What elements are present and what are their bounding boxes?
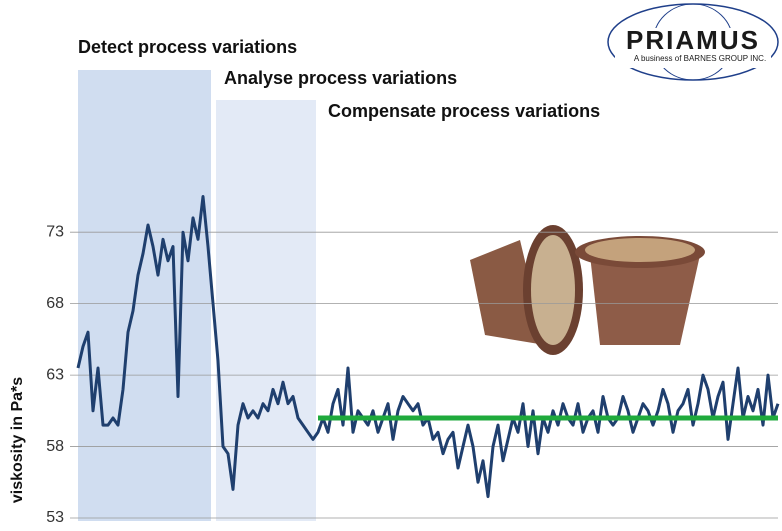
y-tick-label: 58 — [46, 438, 64, 455]
y-axis-label: viskosity in Pa*s — [9, 377, 26, 503]
phase-label: Compensate process variations — [328, 101, 600, 121]
logo-name: PRIAMUS — [626, 25, 760, 55]
logo-plate — [615, 28, 771, 68]
phase-label: Detect process variations — [78, 37, 297, 57]
y-tick-label: 63 — [46, 366, 64, 383]
logo-tagline: A business of BARNES GROUP INC. — [634, 54, 766, 63]
logo: PRIAMUS A business of BARNES GROUP INC. — [607, 3, 779, 81]
detect-band — [78, 70, 211, 521]
y-tick-label: 73 — [46, 223, 64, 240]
y-tick-label: 68 — [46, 295, 64, 312]
y-tick-label: 53 — [46, 509, 64, 526]
analyse-band — [216, 100, 316, 521]
capsules — [470, 225, 705, 355]
phase-label: Analyse process variations — [224, 68, 457, 88]
